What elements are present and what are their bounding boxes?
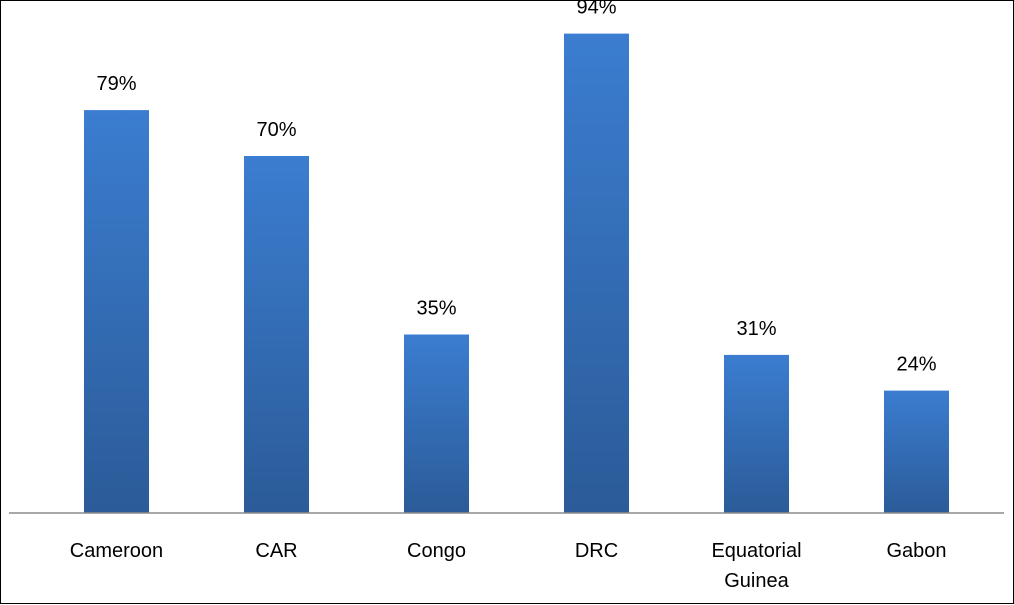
data-label-0: 79%: [96, 73, 136, 95]
data-label-4: 31%: [736, 318, 776, 340]
bar-3: [564, 33, 629, 513]
bar-4: [724, 354, 789, 513]
data-label-5: 24%: [896, 354, 936, 376]
category-label-3: DRC: [575, 540, 618, 562]
bars-layer: [84, 33, 949, 513]
bar-0: [84, 110, 149, 513]
data-label-1: 70%: [256, 119, 296, 141]
category-label-5: Gabon: [886, 540, 946, 562]
bar-1: [244, 156, 309, 513]
category-label-1: CAR: [255, 540, 297, 562]
category-label-2: Congo: [407, 540, 466, 562]
bar-5: [884, 390, 949, 513]
data-label-2: 35%: [416, 298, 456, 320]
category-labels-layer: Cameroon CAR Congo DRC Equatorial Guinea Gabon: [70, 540, 947, 592]
data-label-3: 94%: [576, 1, 616, 19]
data-labels-layer: 79% 70% 35% 94% 31% 24%: [96, 1, 936, 376]
category-label-4: Equatorial Guinea: [711, 540, 801, 592]
category-label-0: Cameroon: [70, 540, 163, 562]
bar-2: [404, 334, 469, 513]
